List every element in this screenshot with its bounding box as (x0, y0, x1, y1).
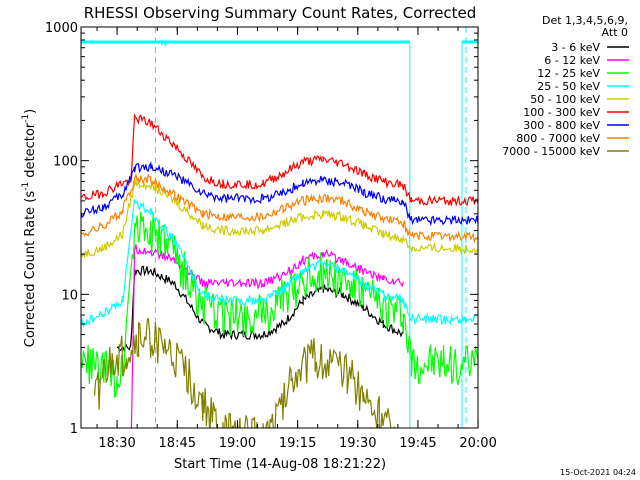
x-tick-label-1: 18:45 (159, 436, 196, 451)
x-tick-label-2: 19:00 (219, 436, 256, 451)
y-axis-label: Corrected Count Rate (s-1 detector-1) (21, 109, 38, 347)
chart-title: RHESSI Observing Summary Count Rates, Co… (84, 4, 477, 22)
legend-label-4: 50 - 100 keV (530, 93, 600, 106)
series-line-5 (81, 113, 478, 207)
x-tick-label-6: 20:00 (459, 436, 496, 451)
saa-marker-label: N (160, 39, 167, 49)
series-line-2 (81, 211, 478, 398)
y-tick-label-3: 1000 (45, 21, 78, 36)
legend-label-2: 12 - 25 keV (537, 67, 600, 80)
y-tick-label-1: 10 (61, 288, 78, 303)
legend-header-1: Att 0 (602, 26, 628, 39)
legend-label-0: 3 - 6 keV (551, 41, 600, 54)
series-line-4 (81, 179, 478, 260)
footer-timestamp: 15-Oct-2021 04:24 (560, 468, 636, 477)
x-axis-label: Start Time (14-Aug-08 18:21:22) (174, 457, 386, 472)
legend-header-0: Det 1,3,4,5,6,9, (542, 14, 628, 27)
legend-label-1: 6 - 12 keV (544, 54, 600, 67)
legend-label-7: 800 - 7000 keV (516, 132, 600, 145)
legend-label-8: 7000 - 15000 keV (502, 145, 600, 158)
x-tick-label-5: 19:45 (399, 436, 436, 451)
series-line-3 (81, 199, 478, 329)
x-tick-label-3: 19:15 (279, 436, 316, 451)
plot-frame (80, 26, 479, 429)
y-tick-label-0: 1 (70, 422, 78, 437)
series-line-7 (81, 172, 478, 244)
series-line-0 (116, 265, 404, 353)
series-line-6 (81, 161, 478, 227)
x-tick-label-0: 18:30 (98, 436, 135, 451)
y-tick-label-2: 100 (53, 155, 78, 170)
legend-label-5: 100 - 300 keV (523, 106, 600, 119)
plot-area: N 1 10 100 1000 18:30 18:45 19:00 19:15 19:30 19:4… (45, 21, 497, 451)
x-tick-label-4: 19:30 (339, 436, 376, 451)
legend-label-3: 25 - 50 keV (537, 80, 600, 93)
legend-label-6: 300 - 800 keV (523, 119, 600, 132)
series-line-8 (93, 317, 395, 428)
